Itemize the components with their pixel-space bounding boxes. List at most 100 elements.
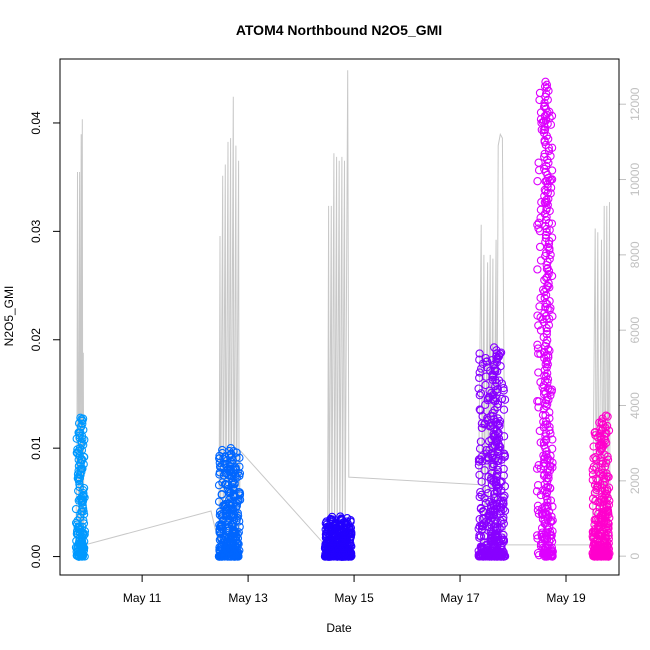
data-point — [499, 504, 508, 514]
data-point — [233, 529, 242, 539]
data-point — [534, 218, 543, 227]
data-point — [491, 522, 500, 531]
data-point — [542, 330, 551, 339]
data-point — [483, 551, 493, 560]
data-point — [493, 447, 502, 457]
data-point — [534, 224, 543, 233]
data-point — [338, 536, 347, 545]
data-point — [533, 531, 542, 540]
data-point — [540, 152, 549, 162]
data-point — [589, 462, 599, 471]
data-point — [492, 358, 502, 367]
data-point — [533, 397, 542, 406]
y-tick-label: 0.04 — [29, 111, 43, 135]
data-point — [588, 470, 598, 479]
data-point — [78, 498, 87, 507]
x-tick-label: May 11 — [123, 591, 162, 605]
data-point — [215, 535, 225, 545]
flight-series-6 — [588, 411, 614, 561]
data-point — [542, 227, 551, 237]
data-point — [544, 474, 553, 483]
data-point — [478, 412, 487, 421]
data-point — [541, 233, 551, 243]
data-point — [221, 460, 230, 469]
data-point — [534, 158, 543, 167]
data-point — [543, 546, 552, 555]
data-point — [494, 434, 504, 443]
data-point — [75, 483, 84, 492]
data-point — [476, 455, 485, 464]
data-point — [324, 552, 333, 561]
data-point — [476, 406, 485, 415]
data-point — [235, 453, 244, 462]
data-point — [225, 468, 234, 477]
data-point — [547, 512, 556, 521]
data-point — [325, 535, 334, 545]
data-point — [488, 462, 497, 472]
data-point — [600, 486, 610, 495]
data-point — [488, 411, 497, 421]
data-point — [76, 413, 85, 422]
data-point — [475, 368, 484, 377]
data-point — [221, 550, 231, 559]
data-point — [535, 88, 545, 98]
data-point — [339, 534, 349, 543]
data-point — [605, 496, 614, 505]
plot-frame — [59, 58, 620, 576]
data-point — [474, 457, 484, 466]
data-point — [492, 355, 501, 364]
data-point — [601, 411, 611, 420]
flight-series-1 — [71, 413, 90, 561]
data-point — [539, 462, 548, 471]
data-point — [540, 122, 549, 131]
data-point — [221, 509, 230, 518]
data-point — [336, 512, 345, 521]
data-point — [598, 471, 608, 480]
data-point — [491, 367, 500, 376]
data-point — [322, 517, 331, 526]
data-point — [534, 403, 543, 412]
y2-tick-label: 8000 — [628, 241, 642, 268]
y2-tick-label: 4000 — [628, 392, 642, 419]
data-point — [541, 510, 551, 519]
data-point — [79, 507, 88, 516]
data-point — [535, 242, 545, 252]
data-point — [215, 451, 224, 461]
data-point — [547, 166, 557, 175]
data-point — [542, 327, 552, 336]
data-point — [591, 431, 600, 440]
data-point — [543, 543, 552, 552]
data-point — [541, 77, 550, 86]
data-point — [215, 507, 225, 516]
data-point — [480, 466, 489, 475]
data-point — [79, 452, 89, 462]
data-point — [489, 343, 499, 352]
data-point — [596, 441, 605, 450]
data-point — [542, 83, 552, 92]
data-point — [603, 412, 612, 421]
data-point — [75, 528, 84, 537]
data-layer — [71, 77, 614, 561]
data-point — [543, 534, 552, 543]
y-tick-label: 0.02 — [29, 328, 43, 352]
data-point — [543, 281, 553, 291]
data-point — [541, 432, 550, 441]
data-point — [478, 359, 487, 368]
data-point — [79, 492, 88, 501]
y2-tick-label: 2000 — [628, 467, 642, 494]
x-axis-label: Date — [326, 621, 352, 635]
data-point — [488, 453, 497, 463]
data-point — [543, 468, 552, 477]
data-point — [543, 378, 552, 387]
data-point — [545, 346, 554, 355]
data-point — [323, 523, 333, 532]
data-point — [544, 278, 553, 288]
data-point — [217, 490, 226, 499]
y-tick-label: 0.00 — [29, 545, 43, 569]
data-point — [231, 463, 240, 472]
y-tick-label: 0.03 — [29, 219, 43, 243]
data-point — [229, 528, 238, 537]
data-point — [488, 391, 498, 400]
data-point — [492, 352, 501, 361]
data-point — [215, 510, 225, 520]
